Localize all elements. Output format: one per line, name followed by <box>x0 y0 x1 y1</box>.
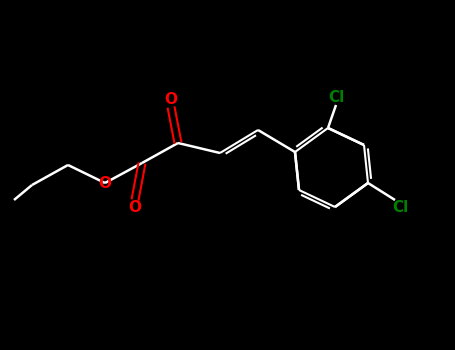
Text: O: O <box>98 175 111 190</box>
Text: O: O <box>165 91 177 106</box>
Text: O: O <box>128 201 142 216</box>
Text: Cl: Cl <box>392 199 408 215</box>
Text: Cl: Cl <box>328 91 344 105</box>
